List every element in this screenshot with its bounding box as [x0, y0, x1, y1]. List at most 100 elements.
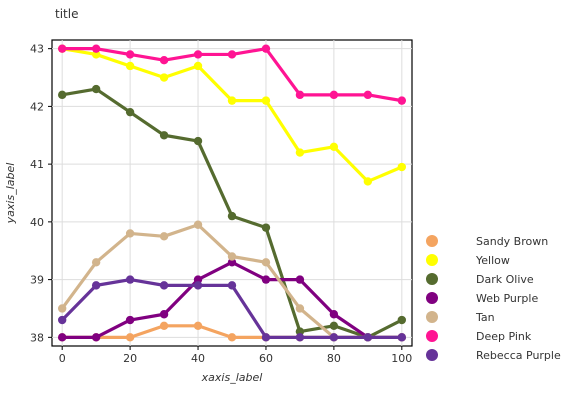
legend-label: Sandy Brown	[476, 235, 548, 248]
data-point	[193, 321, 203, 330]
data-point	[125, 315, 135, 325]
x-tick-label: 0	[59, 352, 66, 365]
data-point	[227, 211, 237, 221]
data-point	[91, 281, 101, 290]
y-tick-label: 41	[30, 158, 44, 171]
data-point	[295, 90, 305, 100]
legend: Sandy Brown Yellow Dark Olive Web Purple Tan…	[426, 235, 561, 362]
series-layer	[57, 44, 407, 342]
data-point	[261, 96, 271, 105]
data-point	[193, 220, 203, 229]
legend-label: Tan	[475, 311, 495, 324]
data-point	[295, 333, 305, 342]
data-point	[329, 90, 339, 100]
data-point	[57, 333, 67, 342]
legend-swatch	[426, 330, 438, 342]
data-point	[397, 162, 407, 172]
data-point	[363, 90, 373, 100]
legend-item: Deep Pink	[426, 330, 532, 343]
legend-swatch	[426, 292, 438, 304]
data-point	[227, 281, 237, 290]
legend-item: Rebecca Purple	[426, 349, 561, 362]
data-point	[261, 275, 271, 284]
legend-label: Web Purple	[476, 292, 538, 305]
data-point	[159, 281, 169, 290]
data-point	[227, 96, 237, 105]
data-point	[329, 142, 339, 152]
axis-ticks: 0 20 40 60 80 100 38 39 40 41 42 43	[30, 43, 412, 365]
data-point	[57, 304, 67, 313]
data-point	[261, 44, 271, 53]
data-point	[91, 333, 101, 342]
legend-label: Yellow	[475, 254, 510, 267]
data-point	[91, 258, 101, 267]
data-point	[295, 304, 305, 313]
data-point	[261, 258, 271, 267]
data-point	[193, 281, 203, 290]
y-tick-label: 43	[30, 43, 44, 56]
data-point	[227, 258, 237, 267]
data-point	[159, 232, 169, 241]
plot-area	[51, 39, 413, 347]
legend-label: Dark Olive	[476, 273, 534, 286]
y-tick-label: 39	[30, 274, 44, 287]
data-point	[329, 321, 339, 330]
data-point	[57, 44, 67, 53]
data-point	[295, 327, 305, 336]
data-point	[193, 275, 203, 284]
data-point	[159, 56, 169, 65]
x-tick-label: 40	[191, 352, 205, 365]
data-point	[57, 315, 67, 325]
y-axis-title: yaxis_label	[4, 163, 17, 225]
data-point	[193, 61, 203, 71]
data-point	[295, 148, 305, 157]
data-point	[363, 333, 373, 342]
legend-item: Sandy Brown	[426, 235, 548, 248]
y-tick-label: 42	[30, 100, 44, 113]
data-point	[125, 229, 135, 238]
data-point	[227, 333, 237, 342]
data-point	[295, 275, 305, 284]
x-tick-label: 60	[259, 352, 273, 365]
data-point	[329, 333, 339, 342]
data-point	[397, 315, 407, 325]
data-point	[363, 177, 373, 186]
series-deep-pink	[57, 44, 407, 105]
data-point	[397, 96, 407, 105]
data-point	[159, 321, 169, 330]
data-point	[91, 84, 101, 94]
data-point	[91, 50, 101, 59]
x-tick-label: 80	[327, 352, 341, 365]
data-point	[397, 333, 407, 342]
legend-item: Yellow	[426, 254, 510, 267]
legend-swatch	[426, 273, 438, 285]
legend-swatch	[426, 349, 438, 361]
data-point	[159, 73, 169, 82]
data-point	[125, 333, 135, 342]
legend-label: Deep Pink	[476, 330, 532, 343]
data-point	[193, 50, 203, 59]
data-point	[193, 136, 203, 146]
legend-item: Tan	[426, 311, 495, 324]
data-point	[125, 107, 135, 117]
data-point	[159, 131, 169, 140]
y-tick-label: 38	[30, 331, 44, 344]
data-point	[91, 44, 101, 53]
data-point	[159, 310, 169, 319]
data-point	[125, 50, 135, 59]
data-point	[261, 333, 271, 342]
legend-item: Dark Olive	[426, 273, 534, 286]
legend-label: Rebecca Purple	[476, 349, 561, 362]
data-point	[125, 61, 135, 71]
data-point	[57, 90, 67, 100]
series-yellow	[57, 44, 407, 186]
x-axis-title: xaxis_label	[201, 371, 263, 384]
legend-swatch	[426, 254, 438, 266]
x-tick-label: 100	[391, 352, 412, 365]
chart-title: title	[55, 7, 78, 21]
data-point	[227, 252, 237, 261]
y-tick-label: 40	[30, 216, 44, 229]
data-point	[125, 275, 135, 284]
data-point	[261, 223, 271, 232]
